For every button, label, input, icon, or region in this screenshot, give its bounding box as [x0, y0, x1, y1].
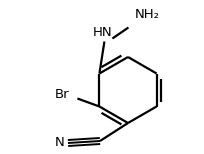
- Text: NH₂: NH₂: [134, 8, 159, 22]
- Text: Br: Br: [55, 88, 69, 101]
- Text: HN: HN: [93, 26, 112, 39]
- Text: N: N: [55, 136, 65, 150]
